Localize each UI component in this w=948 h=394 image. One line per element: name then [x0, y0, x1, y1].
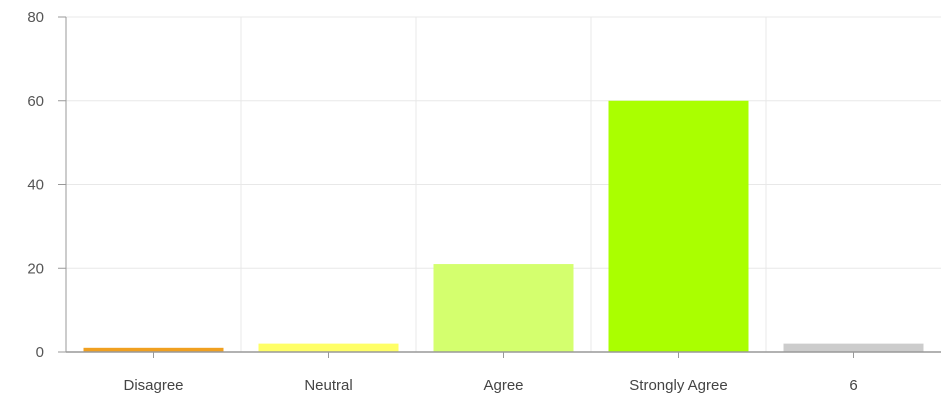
x-tick-label: Neutral — [304, 377, 352, 394]
y-tick-label: 0 — [36, 344, 44, 361]
bar-agree[interactable] — [433, 264, 574, 352]
x-tick-label: Agree — [483, 377, 523, 394]
y-tick-label: 20 — [27, 260, 44, 277]
x-tick-label: Disagree — [123, 377, 183, 394]
y-tick-label: 80 — [27, 9, 44, 26]
labels: 0 20 40 60 80 Disagree Neutral Agree Strongly Ag… — [27, 9, 857, 394]
bar-neutral[interactable] — [258, 343, 399, 352]
x-tick-label: 6 — [849, 377, 857, 394]
bar-strongly-agree[interactable] — [608, 100, 749, 352]
x-tick-label: Strongly Agree — [629, 377, 727, 394]
y-tick-label: 60 — [27, 93, 44, 110]
bars — [83, 100, 924, 352]
axes — [58, 16, 941, 358]
grid-lines — [66, 16, 941, 352]
bar-6[interactable] — [783, 343, 924, 352]
y-tick-label: 40 — [27, 177, 44, 194]
bar-disagree[interactable] — [83, 347, 224, 352]
